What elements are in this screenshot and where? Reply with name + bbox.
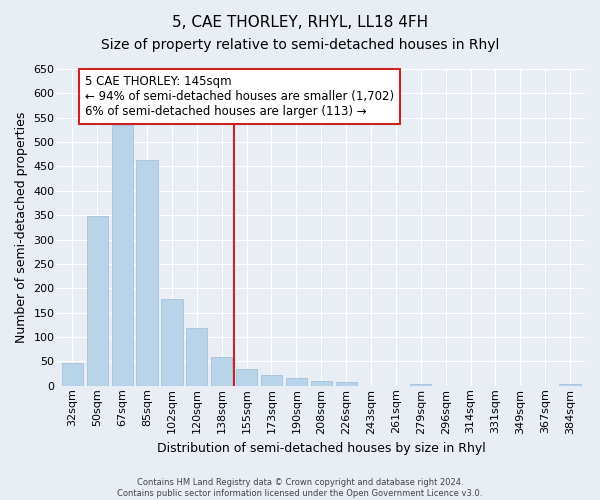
Text: Size of property relative to semi-detached houses in Rhyl: Size of property relative to semi-detach… bbox=[101, 38, 499, 52]
Bar bbox=[236, 368, 257, 386]
Text: 5 CAE THORLEY: 145sqm
← 94% of semi-detached houses are smaller (1,702)
6% of se: 5 CAE THORLEY: 145sqm ← 94% of semi-deta… bbox=[85, 75, 394, 118]
Y-axis label: Number of semi-detached properties: Number of semi-detached properties bbox=[15, 112, 28, 343]
Bar bbox=[559, 384, 581, 386]
Bar bbox=[211, 356, 232, 386]
Bar bbox=[62, 364, 83, 386]
Bar bbox=[86, 216, 108, 386]
Bar bbox=[186, 328, 208, 386]
Bar bbox=[410, 384, 431, 386]
Text: Contains HM Land Registry data © Crown copyright and database right 2024.
Contai: Contains HM Land Registry data © Crown c… bbox=[118, 478, 482, 498]
Bar bbox=[112, 125, 133, 386]
Bar bbox=[261, 375, 282, 386]
Text: 5, CAE THORLEY, RHYL, LL18 4FH: 5, CAE THORLEY, RHYL, LL18 4FH bbox=[172, 15, 428, 30]
Bar bbox=[335, 382, 356, 386]
X-axis label: Distribution of semi-detached houses by size in Rhyl: Distribution of semi-detached houses by … bbox=[157, 442, 485, 455]
Bar bbox=[311, 381, 332, 386]
Bar bbox=[161, 299, 182, 386]
Bar bbox=[136, 160, 158, 386]
Bar bbox=[286, 378, 307, 386]
